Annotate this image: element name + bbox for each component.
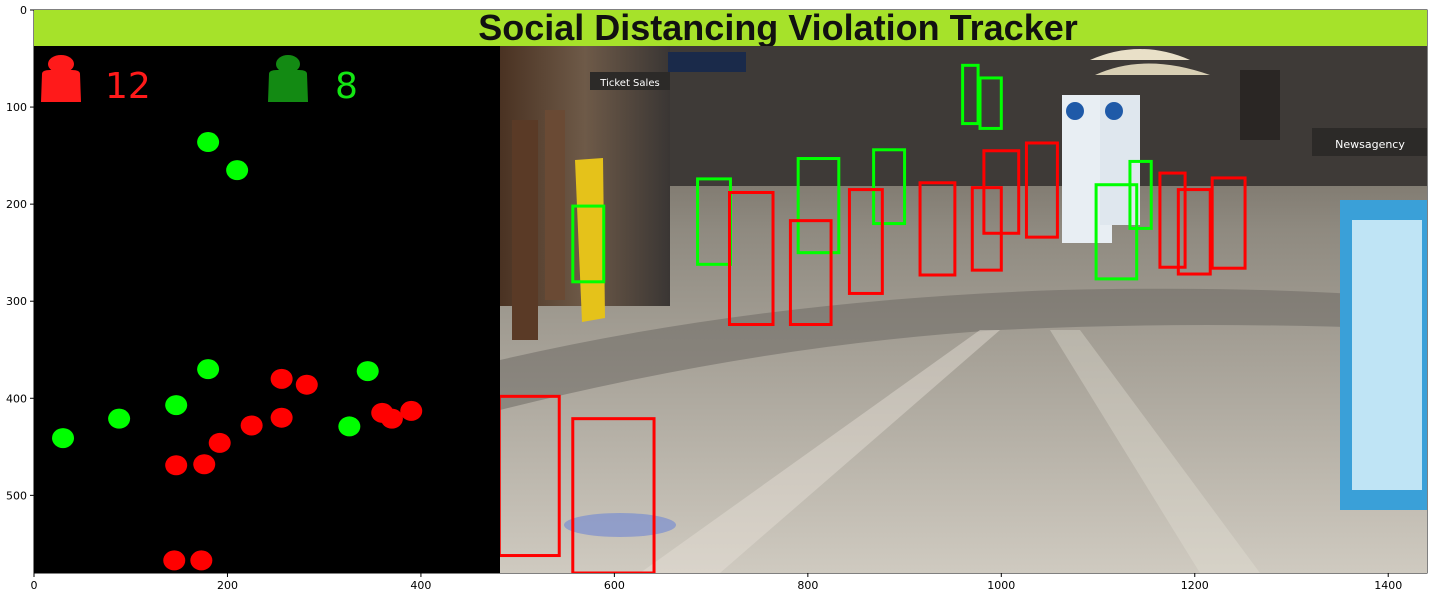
detection-box-safe bbox=[978, 76, 1003, 130]
map-point-violation bbox=[190, 550, 213, 571]
x-axis: 0 200 400 600 800 1000 1200 1400 bbox=[31, 573, 1402, 592]
person-green-icon bbox=[268, 55, 308, 102]
title-banner bbox=[34, 10, 1427, 46]
map-point-safe bbox=[197, 359, 220, 380]
detection-box-safe bbox=[796, 157, 841, 255]
birdseye-map bbox=[34, 46, 500, 573]
detection-box-violation bbox=[571, 417, 656, 573]
map-point-safe bbox=[226, 160, 249, 181]
detection-box-violation bbox=[1158, 171, 1187, 269]
map-point-violation bbox=[270, 368, 293, 389]
y-tick-label: 500 bbox=[6, 489, 27, 502]
x-tick-label: 600 bbox=[604, 579, 625, 592]
detection-box-violation bbox=[1210, 176, 1247, 270]
violation-count: 12 bbox=[105, 66, 151, 107]
detection-box-violation bbox=[788, 219, 833, 327]
svg-text:Ticket Sales: Ticket Sales bbox=[599, 78, 659, 89]
map-points bbox=[52, 132, 423, 571]
banner-title: Social Distancing Violation Tracker bbox=[478, 7, 1078, 48]
map-point-violation bbox=[270, 407, 293, 428]
map-point-violation bbox=[208, 432, 231, 453]
person-red-icon bbox=[41, 55, 81, 102]
map-point-violation bbox=[165, 455, 188, 476]
y-tick-label: 400 bbox=[6, 392, 27, 405]
detection-box-violation bbox=[1176, 188, 1212, 276]
x-tick-label: 1200 bbox=[1181, 579, 1209, 592]
map-point-safe bbox=[197, 132, 220, 153]
detection-box-violation bbox=[1024, 141, 1059, 239]
x-tick-label: 200 bbox=[217, 579, 238, 592]
map-point-violation bbox=[380, 408, 403, 429]
map-point-violation bbox=[193, 454, 216, 475]
detection-box-violation bbox=[727, 190, 775, 327]
x-tick-label: 0 bbox=[31, 579, 38, 592]
detection-box-violation bbox=[500, 394, 561, 558]
detection-box-violation bbox=[982, 149, 1021, 235]
x-tick-label: 800 bbox=[797, 579, 818, 592]
safe-count: 8 bbox=[335, 66, 358, 107]
y-tick-label: 300 bbox=[6, 295, 27, 308]
detection-box-violation bbox=[847, 188, 884, 295]
map-point-safe bbox=[108, 408, 131, 429]
map-point-safe bbox=[52, 428, 75, 449]
svg-text:Newsagency: Newsagency bbox=[1335, 138, 1405, 151]
y-axis: 0 100 200 300 400 500 bbox=[6, 4, 34, 502]
detection-box-safe bbox=[872, 148, 907, 226]
map-point-safe bbox=[165, 395, 188, 416]
map-point-safe bbox=[356, 361, 379, 382]
y-tick-label: 0 bbox=[20, 4, 27, 17]
x-tick-label: 1000 bbox=[987, 579, 1015, 592]
detection-boxes bbox=[500, 63, 1247, 573]
detection-box-violation bbox=[918, 181, 957, 277]
map-point-safe bbox=[338, 416, 361, 437]
y-tick-label: 200 bbox=[6, 198, 27, 211]
map-point-violation bbox=[295, 374, 318, 395]
map-point-violation bbox=[400, 400, 423, 421]
map-point-violation bbox=[163, 550, 186, 571]
detection-box-safe bbox=[1128, 159, 1153, 230]
map-point-violation bbox=[240, 415, 263, 436]
detection-box-safe bbox=[961, 63, 980, 126]
x-tick-label: 1400 bbox=[1374, 579, 1402, 592]
y-tick-label: 100 bbox=[6, 101, 27, 114]
x-tick-label: 400 bbox=[410, 579, 431, 592]
detection-box-safe bbox=[1094, 183, 1139, 281]
detection-box-safe bbox=[571, 204, 606, 284]
detection-box-violation bbox=[970, 186, 1003, 272]
